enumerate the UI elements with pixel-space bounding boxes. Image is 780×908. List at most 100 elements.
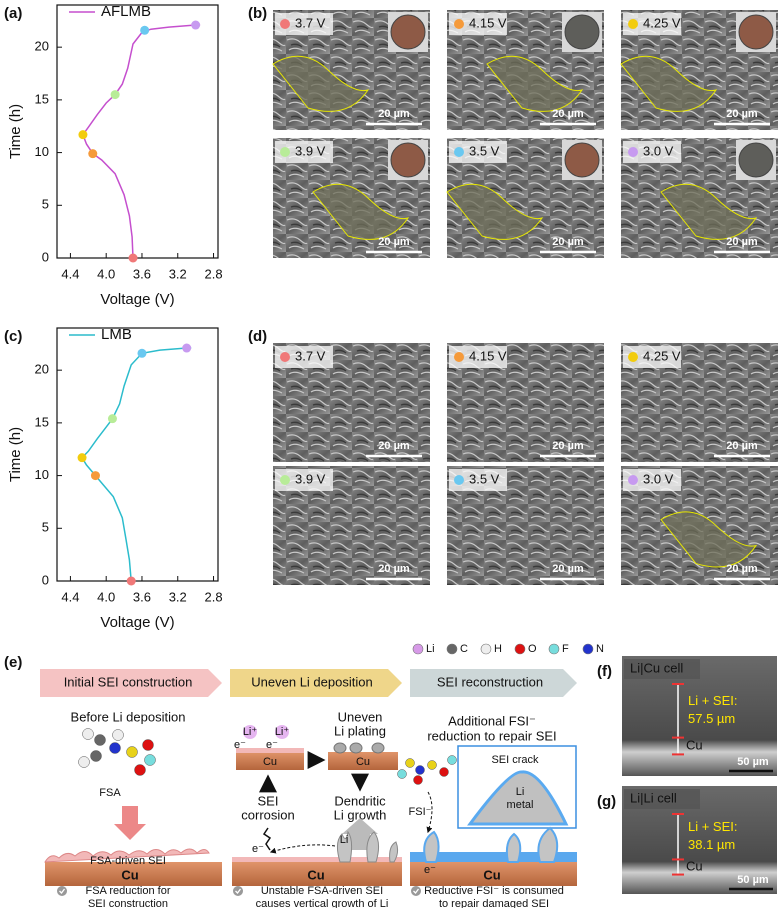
banner bbox=[230, 669, 402, 697]
scale-label: 20 µm bbox=[378, 440, 410, 452]
label: causes vertical growth of Li bbox=[256, 898, 389, 908]
label: Cu bbox=[686, 858, 703, 873]
crack-arrow bbox=[262, 827, 272, 851]
label: Cu bbox=[121, 867, 138, 882]
label: corrosion bbox=[241, 807, 294, 822]
panel-label: (c) bbox=[4, 328, 22, 345]
coin bbox=[738, 14, 774, 50]
label: Li growth bbox=[334, 807, 387, 822]
label: 38.1 µm bbox=[688, 837, 735, 852]
voltage-dot bbox=[628, 19, 638, 29]
label: Li + SEI: bbox=[688, 693, 738, 708]
voltage-label: 3.7 V bbox=[295, 348, 326, 363]
atom bbox=[447, 755, 457, 765]
label: e⁻ bbox=[266, 739, 278, 751]
banner-title: Initial SEI construction bbox=[64, 674, 193, 689]
check-icon bbox=[233, 886, 243, 896]
label: Cu bbox=[686, 737, 703, 752]
label: Uneven bbox=[338, 709, 383, 724]
li-ion bbox=[243, 725, 257, 739]
y-axis-label: Time (h) bbox=[7, 104, 24, 159]
atom-swatch bbox=[548, 643, 560, 655]
voltage-label: 4.25 V bbox=[643, 15, 681, 30]
atom bbox=[112, 729, 124, 741]
atom bbox=[427, 760, 437, 770]
atom bbox=[413, 775, 423, 785]
layer-label: FSA-driven SEI bbox=[90, 855, 166, 867]
x-tick-label: 4.0 bbox=[97, 589, 115, 604]
label: Li⁺ bbox=[243, 726, 258, 738]
check-icon bbox=[411, 886, 421, 896]
voltage-label: 3.7 V bbox=[295, 15, 326, 30]
label: Additional FSI⁻ bbox=[448, 713, 536, 728]
scale-label: 20 µm bbox=[726, 440, 758, 452]
voltage-label: 4.15 V bbox=[469, 348, 507, 363]
arrow-down bbox=[114, 806, 146, 840]
coin bbox=[390, 142, 426, 178]
label-box bbox=[275, 13, 333, 35]
voltage-label: 3.9 V bbox=[295, 143, 326, 158]
label: 50 µm bbox=[737, 874, 769, 886]
label-box bbox=[623, 346, 681, 368]
atom-swatch bbox=[582, 643, 594, 655]
label: to repair damaged SEI bbox=[439, 898, 549, 908]
y-axis-label: Time (h) bbox=[7, 427, 24, 482]
label: Before Li deposition bbox=[71, 709, 186, 724]
label: e⁻ bbox=[252, 843, 264, 855]
li-bump bbox=[333, 742, 347, 754]
coin bbox=[738, 142, 774, 178]
li-region bbox=[660, 511, 758, 568]
atom bbox=[94, 734, 106, 746]
atom-label: F bbox=[562, 643, 569, 655]
voltage-dot bbox=[454, 147, 464, 157]
scale-label: 20 µm bbox=[552, 563, 584, 575]
y-tick-label: 10 bbox=[35, 144, 49, 159]
label: Li + SEI: bbox=[688, 819, 738, 834]
label-box bbox=[624, 659, 700, 679]
voltage-dot bbox=[280, 147, 290, 157]
scale-label: 20 µm bbox=[378, 108, 410, 120]
banner-title: SEI reconstruction bbox=[437, 674, 543, 689]
label: Dendritic bbox=[334, 793, 386, 808]
atom-label: O bbox=[528, 643, 537, 655]
atom bbox=[126, 746, 138, 758]
label: metal bbox=[507, 799, 534, 811]
check-mark bbox=[413, 888, 420, 894]
y-tick-label: 20 bbox=[35, 362, 49, 377]
x-axis-label: Voltage (V) bbox=[100, 614, 174, 631]
atom bbox=[405, 758, 415, 768]
cu-block bbox=[236, 752, 304, 770]
legend-label: LMB bbox=[101, 326, 132, 343]
scale-label: 20 µm bbox=[726, 563, 758, 575]
voltage-dot bbox=[280, 475, 290, 485]
label-box bbox=[624, 789, 700, 809]
atom-label: Li bbox=[426, 643, 435, 655]
atom bbox=[78, 756, 90, 768]
voltage-label: 3.5 V bbox=[469, 471, 500, 486]
point bbox=[128, 253, 138, 263]
label: e⁻ bbox=[234, 739, 246, 751]
label-box bbox=[623, 469, 681, 491]
atom bbox=[439, 767, 449, 777]
label: Cu bbox=[307, 867, 324, 882]
label: Li bbox=[340, 834, 349, 846]
li-region bbox=[620, 55, 718, 112]
dendrites bbox=[336, 830, 399, 863]
label: 50 µm bbox=[737, 756, 769, 768]
label: Cu bbox=[356, 756, 370, 768]
point bbox=[137, 348, 147, 358]
x-tick-label: 4.0 bbox=[97, 266, 115, 281]
label-box bbox=[449, 13, 507, 35]
scale-label: 20 µm bbox=[552, 236, 584, 248]
atom-swatch bbox=[480, 643, 492, 655]
y-tick-label: 0 bbox=[42, 249, 49, 264]
label: SEI crack bbox=[491, 754, 539, 766]
voltage-dot bbox=[628, 475, 638, 485]
cu-block bbox=[328, 752, 398, 770]
label: reduction to repair SEI bbox=[427, 728, 556, 743]
li-bump bbox=[371, 742, 385, 754]
point bbox=[90, 471, 100, 481]
li-region bbox=[272, 55, 370, 112]
y-tick-label: 15 bbox=[35, 91, 49, 106]
